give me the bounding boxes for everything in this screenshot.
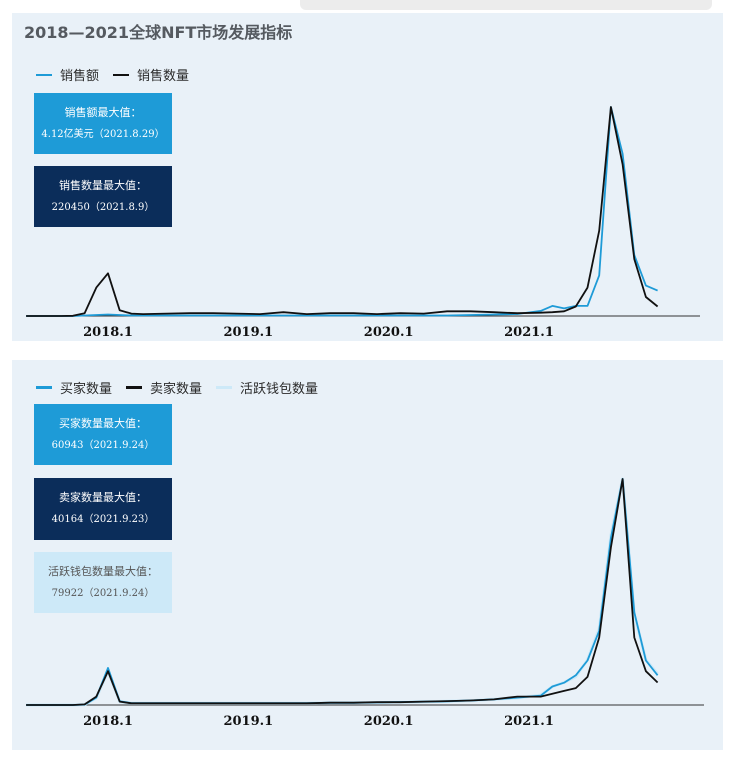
top-chart-panel: 2018—2021全球NFT市场发展指标 销售额 销售数量 销售额最大值： 4.… <box>12 13 723 341</box>
legend-label-active-wallets: 活跃钱包数量 <box>240 382 319 397</box>
max-buyers-box: 买家数量最大值： 60943（2021.9.24） <box>34 404 172 465</box>
max-sales-count-box: 销售数量最大值： 220450（2021.8.9） <box>34 166 172 227</box>
series-line-0 <box>26 106 658 317</box>
series-line-1 <box>26 478 659 706</box>
x-tick-label: 2020.1 <box>364 714 414 729</box>
x-tick-label: 2021.1 <box>504 325 554 340</box>
x-tick-label: 2018.1 <box>83 325 133 340</box>
legend-item-sellers: 卖家数量 <box>126 378 202 397</box>
legend-swatch-sellers <box>126 386 143 389</box>
x-tick-label: 2021.1 <box>504 714 554 729</box>
x-tick-label: 2018.1 <box>83 714 133 729</box>
bottom-legend: 买家数量 卖家数量 活跃钱包数量 <box>36 378 332 397</box>
sales-line-chart: 2018.1 2019.1 2020.1 2021.1 <box>26 106 700 340</box>
max-active-wallets-value: 79922（2021.9.24） <box>51 588 155 599</box>
top-shadow-bar <box>300 0 712 10</box>
chart-title: 2018—2021全球NFT市场发展指标 <box>24 23 293 42</box>
x-tick-label: 2020.1 <box>364 325 414 340</box>
legend-swatch-sales-amount <box>36 73 52 76</box>
bottom-chart-panel: 买家数量 卖家数量 活跃钱包数量 买家数量最大值： 60943（2021.9.2… <box>12 360 723 750</box>
legend-label-sellers: 卖家数量 <box>150 382 203 397</box>
series-line-2 <box>26 477 659 707</box>
max-active-wallets-box: 活跃钱包数量最大值： 79922（2021.9.24） <box>34 552 172 613</box>
max-sales-amount-box: 销售额最大值： 4.12亿美元（2021.8.29） <box>34 93 172 154</box>
legend-item-sales-amount: 销售额 <box>36 65 99 84</box>
legend-item-active-wallets: 活跃钱包数量 <box>216 378 318 397</box>
series-line-1 <box>26 106 659 317</box>
legend-swatch-sales-count <box>113 73 130 76</box>
max-active-wallets-label: 活跃钱包数量最大值： <box>48 565 158 578</box>
max-buyers-label: 买家数量最大值： <box>59 417 147 430</box>
max-sellers-label: 卖家数量最大值： <box>59 491 147 504</box>
legend-swatch-buyers <box>36 386 52 389</box>
legend-label-sales-count: 销售数量 <box>137 69 190 84</box>
max-sales-count-label: 销售数量最大值： <box>59 179 147 192</box>
x-tick-label: 2019.1 <box>223 325 273 340</box>
x-tick-label: 2019.1 <box>223 714 273 729</box>
max-sales-amount-label: 销售额最大值： <box>64 106 142 119</box>
series-line-0 <box>26 478 659 706</box>
max-sellers-box: 卖家数量最大值： 40164（2021.9.23） <box>34 478 172 540</box>
max-sales-amount-value: 4.12亿美元（2021.8.29） <box>41 129 165 140</box>
top-legend: 销售额 销售数量 <box>36 65 203 84</box>
legend-item-buyers: 买家数量 <box>36 378 112 397</box>
max-buyers-value: 60943（2021.9.24） <box>51 440 155 451</box>
max-sellers-value: 40164（2021.9.23） <box>51 514 155 525</box>
legend-swatch-active-wallets <box>216 386 233 389</box>
legend-item-sales-count: 销售数量 <box>113 65 189 84</box>
max-sales-count-value: 220450（2021.8.9） <box>51 202 155 213</box>
legend-label-sales-amount: 销售额 <box>60 69 100 84</box>
participants-line-chart: 2018.1 2019.1 2020.1 2021.1 <box>26 477 704 729</box>
legend-label-buyers: 买家数量 <box>60 382 113 397</box>
